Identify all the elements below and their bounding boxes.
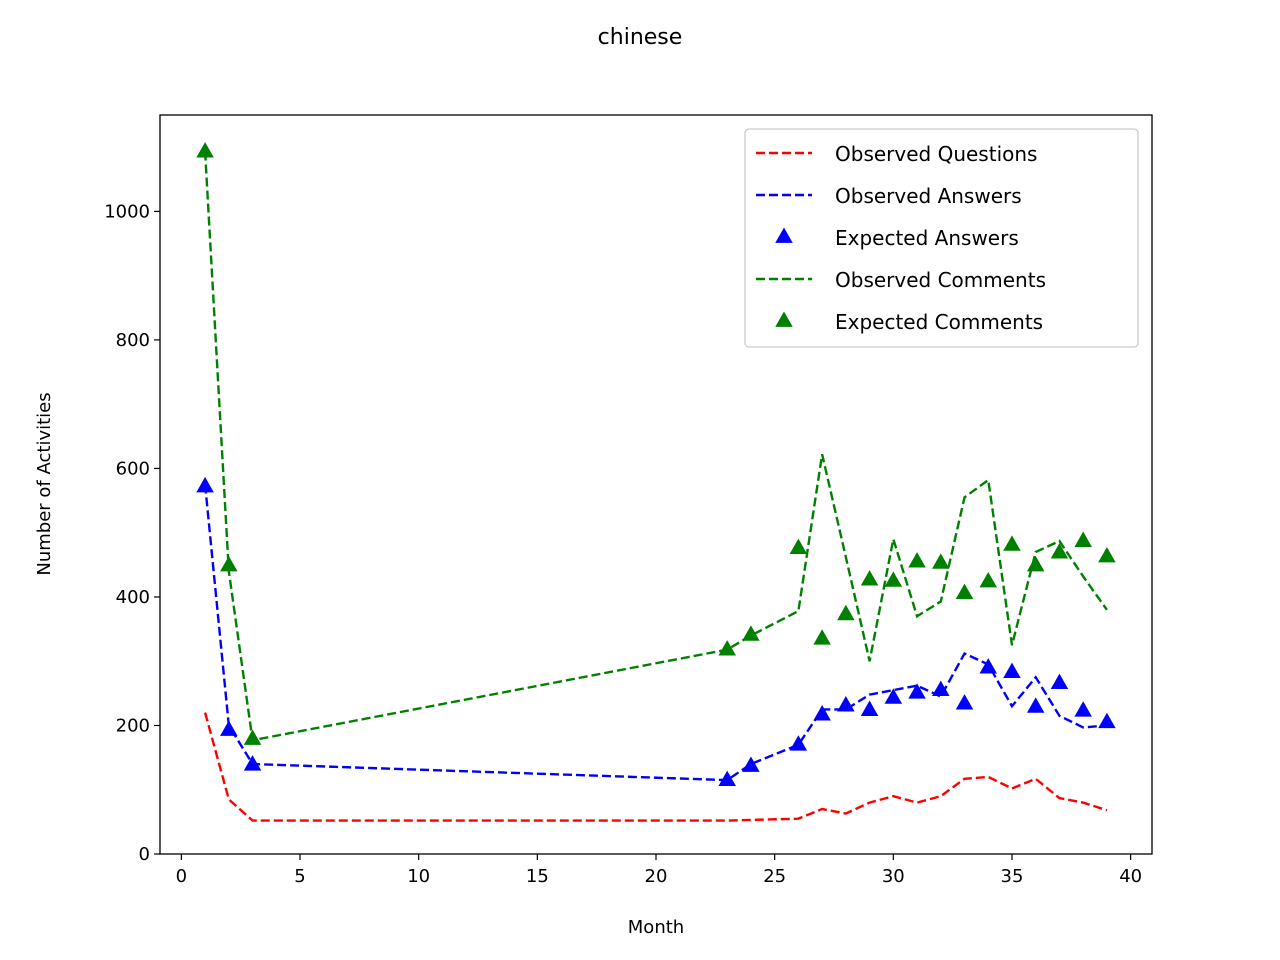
expected-comments-marker [1074, 531, 1092, 547]
legend-label: Observed Answers [835, 184, 1022, 208]
expected-comments-marker [220, 555, 238, 572]
expected-comments-marker [837, 604, 855, 621]
x-tick-label: 15 [526, 866, 549, 887]
expected-comments-marker [955, 583, 974, 599]
y-tick-label: 0 [139, 844, 150, 865]
expected-answers-marker [1050, 673, 1069, 689]
x-tick-label: 10 [407, 866, 430, 887]
y-axis-label: Number of Activities [34, 392, 55, 575]
expected-answers-marker [220, 720, 238, 736]
y-tick-label: 200 [116, 715, 150, 736]
legend-label: Observed Comments [835, 268, 1046, 292]
expected-answers-marker [837, 696, 855, 712]
expected-answers-marker [1026, 697, 1045, 713]
expected-answers-marker [789, 735, 808, 751]
expected-answers-marker [742, 756, 760, 772]
expected-comments-marker [1003, 535, 1021, 551]
x-tick-label: 20 [645, 866, 668, 887]
plot-area [196, 142, 1116, 822]
expected-comments-marker [932, 553, 950, 569]
expected-answers-marker [1003, 662, 1021, 679]
expected-answers-marker [979, 658, 997, 674]
x-tick-label: 30 [882, 866, 905, 887]
expected-answers-marker [1098, 712, 1116, 729]
expected-comments-marker [1026, 555, 1045, 572]
legend-box [744, 128, 1139, 348]
expected-answers-marker [196, 476, 214, 493]
expected-comments-marker [243, 729, 262, 745]
expected-answers-marker [1074, 701, 1092, 717]
expected-comments-marker [789, 538, 808, 555]
x-tick-label: 25 [763, 866, 786, 887]
y-tick-label: 600 [116, 458, 150, 479]
expected-comments-marker [884, 571, 903, 587]
expected-answers-marker [813, 705, 831, 721]
y-tick-label: 400 [116, 587, 150, 608]
legend-marker-swatch [775, 227, 793, 243]
expected-comments-marker [196, 142, 214, 158]
expected-comments-marker [1050, 543, 1069, 559]
x-tick-label: 5 [294, 866, 305, 887]
expected-comments-marker [813, 629, 831, 645]
expected-answers-marker [908, 683, 926, 699]
expected-comments-marker [742, 625, 760, 641]
expected-comments-marker [1098, 546, 1116, 563]
expected-answers-marker [884, 688, 903, 704]
legend-label: Observed Questions [835, 142, 1037, 166]
expected-comments-marker [860, 570, 879, 586]
legend-marker-swatch [775, 311, 793, 327]
x-axis-label: Month [628, 917, 684, 938]
x-tick-label: 40 [1119, 866, 1142, 887]
legend-label: Expected Comments [835, 310, 1043, 334]
expected-answers-marker [860, 700, 879, 716]
y-tick-label: 800 [116, 330, 150, 351]
chart-title: chinese [598, 25, 683, 50]
y-tick-label: 1000 [104, 201, 150, 222]
expected-comments-marker [979, 572, 997, 588]
expected-answers-marker [243, 755, 262, 771]
expected-answers-marker [718, 770, 736, 786]
x-tick-label: 35 [1001, 866, 1024, 887]
expected-comments-marker [718, 640, 736, 656]
expected-answers-marker [955, 694, 974, 710]
observed-questions-line [203, 712, 1108, 822]
expected-comments-marker [908, 552, 926, 568]
legend-label: Expected Answers [835, 226, 1019, 250]
legend: Observed Questions Observed Answers Expect… [744, 128, 1139, 348]
expected-answers-marker [932, 680, 950, 697]
x-tick-label: 0 [176, 866, 187, 887]
